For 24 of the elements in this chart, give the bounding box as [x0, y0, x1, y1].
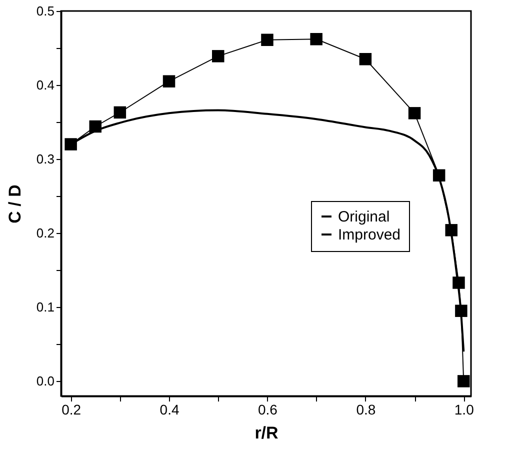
point: [408, 107, 421, 120]
y-tick-label: 0.5: [36, 4, 54, 18]
y-axis-title: C / D: [5, 184, 24, 224]
point: [114, 106, 126, 119]
point: [162, 75, 176, 88]
point: [212, 50, 224, 62]
y-tick-label: 0.4: [36, 78, 54, 93]
y-tick-label: 0.0: [36, 374, 54, 389]
x-tick-label: 1.0: [454, 402, 474, 418]
legend-label: Improved: [338, 226, 401, 244]
x-tick-label: 0.6: [258, 402, 278, 418]
point: [359, 53, 372, 66]
point: [64, 138, 77, 150]
y-tick-label: 0.1: [36, 300, 54, 315]
point: [458, 375, 470, 388]
x-tick-label: 0.4: [160, 402, 180, 418]
legend-label: Original: [338, 208, 390, 226]
point: [261, 34, 274, 46]
x-tick-label: 0.2: [62, 402, 82, 418]
point: [310, 33, 322, 46]
y-tick-label: 0.3: [36, 152, 54, 167]
x-axis-title: r/R: [254, 424, 278, 442]
x-tick-label: 0.8: [356, 402, 376, 418]
y-tick-label: 0.2: [36, 226, 54, 241]
